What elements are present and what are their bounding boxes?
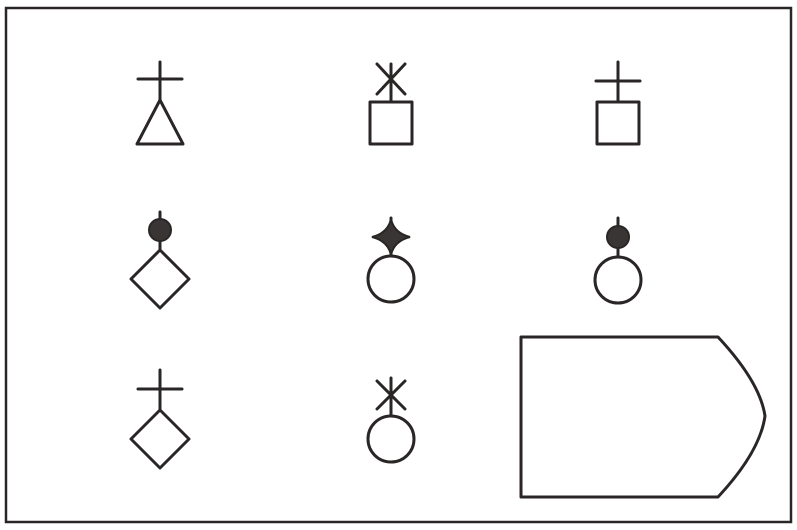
cell-r1-c1 bbox=[135, 60, 185, 146]
filled-circle-symbol bbox=[148, 210, 172, 252]
asterisk-symbol bbox=[375, 62, 407, 104]
circle-shape bbox=[593, 255, 643, 305]
cell-r3-c1 bbox=[129, 368, 191, 470]
cross-symbol bbox=[136, 60, 184, 102]
cell-r2-c2 bbox=[366, 216, 416, 304]
cell-r1-c3 bbox=[594, 60, 642, 146]
square-shape bbox=[595, 100, 641, 146]
diamond-shape bbox=[129, 408, 191, 470]
triangle-shape bbox=[135, 98, 185, 146]
cross-symbol bbox=[136, 368, 184, 412]
asterisk-symbol bbox=[375, 376, 407, 418]
cross-symbol bbox=[594, 60, 642, 104]
diamond-shape bbox=[129, 248, 191, 310]
filled-circle-symbol bbox=[606, 216, 630, 259]
square-shape bbox=[368, 100, 414, 146]
cell-r2-c1 bbox=[129, 210, 191, 310]
cell-r2-c3 bbox=[593, 216, 643, 305]
answer-placeholder-shape bbox=[519, 335, 767, 499]
cell-r3-c2 bbox=[366, 376, 416, 464]
cell-r1-c2 bbox=[368, 62, 414, 146]
circle-shape bbox=[366, 254, 416, 304]
circle-shape bbox=[366, 414, 416, 464]
outer-frame bbox=[4, 6, 793, 524]
